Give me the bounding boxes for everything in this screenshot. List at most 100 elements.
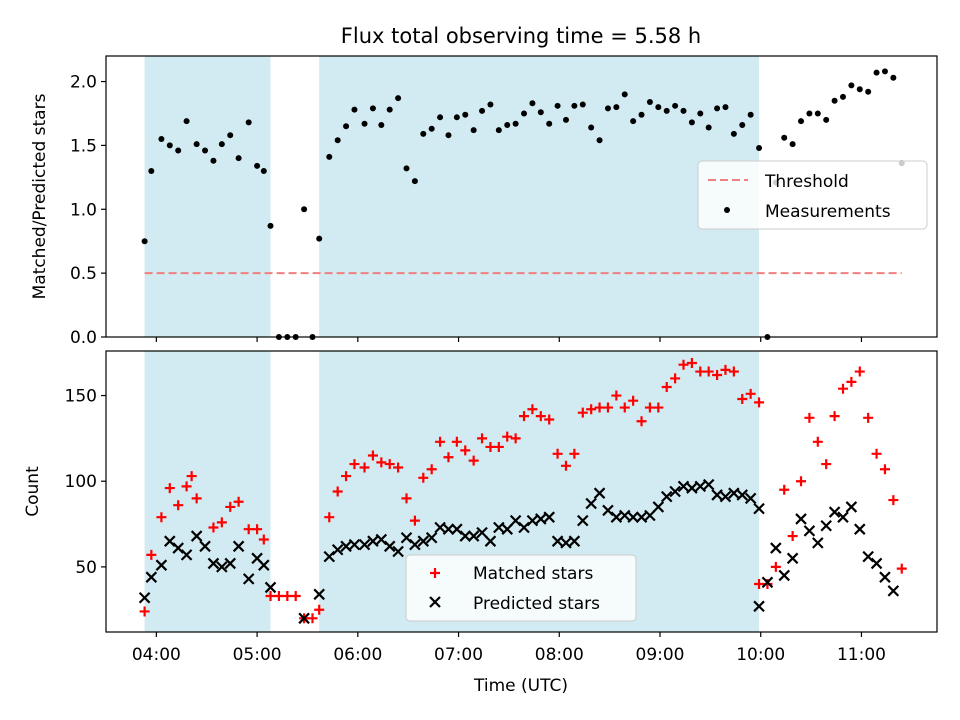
matched-stars-point (770, 561, 781, 572)
measurement-point (183, 118, 190, 125)
predicted-stars-point (786, 552, 799, 565)
measurement-point (571, 102, 578, 109)
matched-stars-point (636, 416, 647, 427)
matched-stars-point (863, 412, 874, 423)
measurement-point (193, 141, 200, 148)
matched-stars-point (233, 496, 244, 507)
predicted-stars-point (199, 540, 211, 553)
matched-stars-point (435, 436, 446, 447)
matched-stars-point (779, 484, 790, 495)
matched-stars-point (871, 448, 882, 459)
legend-label-predicted: Predicted stars (473, 594, 600, 614)
top-series-measurements (141, 68, 905, 340)
measurement-point (881, 68, 888, 75)
top-axes-frame (105, 55, 938, 338)
matched-stars-point (290, 591, 301, 602)
matched-stars-point (804, 412, 815, 423)
top-shaded-span-1 (144, 56, 271, 337)
x-tick-label: 10:00 (736, 645, 785, 665)
matched-stars-point (307, 613, 318, 624)
predicted-stars-point (770, 542, 782, 554)
matched-stars-point (812, 436, 823, 447)
predicted-stars-point (190, 530, 203, 542)
predicted-stars-point (778, 569, 791, 582)
matched-stars-point (686, 357, 697, 368)
predicted-stars-point (484, 535, 497, 547)
matched-stars-point (653, 402, 664, 413)
matched-stars-point (754, 579, 765, 590)
predicted-stars-point (331, 543, 344, 556)
matched-stars-point (332, 486, 343, 497)
matched-stars-point (477, 433, 488, 444)
predicted-stars-point (535, 513, 547, 525)
measurement-point (445, 132, 452, 139)
measurement-point (210, 157, 217, 164)
x-tick-label: 08:00 (535, 645, 584, 665)
matched-stars-point (712, 369, 723, 380)
top-panel: 0.0 0.5 1.0 1.5 2.0 Matched/Predicted stars Th… (30, 55, 938, 348)
measurement-point (672, 102, 679, 109)
measurement-point (403, 165, 410, 172)
predicted-stars-point (560, 537, 572, 549)
predicted-stars-point (812, 537, 824, 549)
measurement-point (739, 121, 746, 128)
bottom-y-axis-label: Count (23, 466, 43, 517)
measurement-point (806, 110, 813, 117)
predicted-stars-point (501, 523, 514, 535)
measurement-point (604, 105, 611, 112)
measurement-point (254, 162, 261, 169)
measurement-point (245, 119, 252, 126)
predicted-stars-point (216, 561, 228, 573)
matched-stars-point (265, 591, 276, 602)
legend-label-threshold: Threshold (764, 172, 849, 192)
measurement-point (873, 69, 880, 76)
matched-stars-point (762, 579, 773, 590)
measurement-point (487, 101, 494, 108)
measurement-point (621, 91, 628, 98)
legend-measurements-swatch (724, 207, 730, 213)
predicted-stars-point (145, 571, 158, 583)
measurement-point (697, 110, 704, 117)
top-shaded-span-2 (319, 56, 760, 337)
matched-stars-point (577, 407, 588, 418)
matched-stars-point (787, 531, 798, 542)
measurement-point (529, 100, 536, 107)
measurement-point (638, 111, 645, 118)
matched-stars-point (460, 445, 471, 456)
measurement-point (521, 110, 528, 117)
measurement-point (369, 105, 376, 112)
top-y-tick-label: 0.0 (70, 328, 97, 348)
predicted-stars-point (442, 523, 455, 535)
matched-stars-point (602, 402, 613, 413)
x-tick-label: 06:00 (333, 645, 382, 665)
legend-predicted-swatch (429, 596, 441, 608)
measurement-point (479, 107, 486, 114)
matched-stars-point (519, 411, 530, 422)
top-y-tick-label: 2.0 (70, 73, 97, 93)
predicted-stars-point (367, 535, 379, 547)
measurement-point (218, 141, 225, 148)
measurement-point (663, 107, 670, 114)
measurement-point (579, 101, 586, 108)
predicted-stars-point (694, 480, 707, 493)
predicted-stars-point (526, 514, 539, 527)
predicted-stars-point (348, 538, 361, 551)
measurement-point (722, 104, 729, 111)
predicted-stars-point (618, 509, 631, 522)
measurement-point (453, 114, 460, 121)
predicted-stars-point (258, 559, 270, 571)
predicted-stars-point (138, 591, 151, 604)
measurement-point (141, 238, 148, 245)
measurement-point (148, 167, 155, 174)
matched-stars-point (821, 459, 832, 470)
measurement-point (512, 120, 519, 127)
matched-stars-point (186, 471, 197, 482)
legend-label-matched: Matched stars (473, 564, 593, 584)
predicted-stars-point (753, 600, 765, 613)
predicted-stars-point (753, 502, 765, 515)
measurement-point (437, 114, 444, 121)
measurement-point (596, 137, 603, 144)
matched-stars-point (829, 411, 840, 422)
predicted-stars-point (702, 478, 715, 491)
predicted-stars-point (853, 523, 866, 535)
